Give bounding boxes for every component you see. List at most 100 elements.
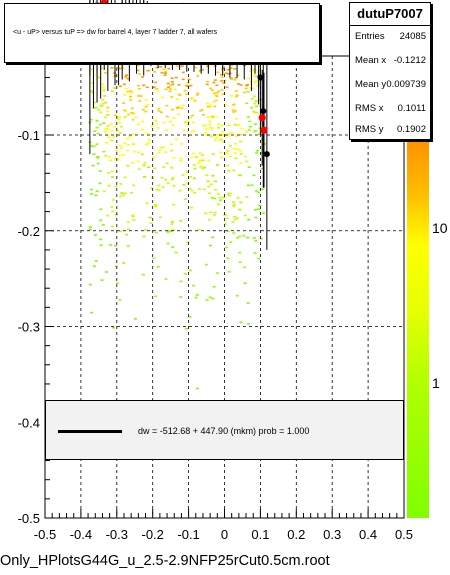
density-cell (88, 228, 92, 231)
density-cell (212, 286, 216, 288)
density-cell (236, 74, 240, 76)
density-cell (116, 158, 120, 161)
density-cell (226, 164, 230, 167)
density-cell (138, 73, 141, 75)
density-cell (160, 146, 164, 149)
density-cell (255, 190, 259, 192)
density-cell (118, 121, 121, 124)
density-cell (261, 212, 265, 214)
density-cell (206, 102, 209, 105)
density-cell (197, 162, 201, 165)
density-cell (208, 104, 212, 107)
density-cell (119, 183, 123, 185)
density-cell (156, 127, 160, 129)
stats-value: 0.1902 (396, 124, 426, 135)
density-cell (126, 228, 130, 230)
density-cell (136, 95, 140, 97)
density-cell (169, 143, 173, 146)
density-cell (129, 95, 132, 98)
density-cell (227, 194, 231, 197)
density-cell (233, 110, 237, 112)
density-cell (245, 102, 249, 104)
density-cell (201, 159, 205, 162)
density-cell (214, 188, 217, 191)
density-cell (211, 116, 215, 119)
density-cell (213, 197, 217, 200)
density-cell (209, 135, 213, 137)
density-cell (158, 149, 161, 151)
density-cell (111, 176, 115, 178)
density-cell (131, 215, 135, 218)
density-cell (175, 65, 179, 67)
x-tick-label: 0 (221, 527, 228, 542)
density-cell (170, 167, 174, 169)
density-cell (162, 146, 166, 149)
y-tick-label: -0.1 (18, 128, 40, 143)
density-cell (231, 109, 235, 111)
density-cell (126, 149, 130, 152)
density-cell (199, 110, 203, 112)
colorbar-labels: 1 10 (432, 220, 448, 391)
stats-value: 0.1011 (397, 103, 426, 114)
density-cell (208, 296, 212, 299)
stats-label: Entries (355, 31, 385, 42)
profile-point-black (260, 108, 267, 115)
density-cell (101, 103, 105, 105)
density-cell (130, 111, 134, 114)
density-cell (225, 217, 229, 220)
density-cell (232, 148, 236, 150)
density-cell (246, 91, 250, 93)
density-cell (246, 77, 250, 80)
density-cell (247, 166, 251, 168)
density-cell (128, 135, 131, 137)
density-cell (141, 109, 145, 111)
density-cell (119, 85, 122, 88)
density-cell (129, 99, 133, 101)
density-cell (122, 194, 126, 196)
stats-name: dutuP7007 (357, 6, 423, 21)
density-cell (247, 323, 251, 325)
density-cell (129, 90, 133, 92)
density-cell (238, 251, 242, 254)
profile-point-red (258, 114, 266, 122)
density-cell (234, 143, 237, 145)
density-cell (201, 154, 204, 156)
density-cell (176, 98, 179, 100)
density-cell (185, 171, 189, 173)
density-cell (99, 111, 103, 113)
density-cell (231, 221, 235, 223)
density-cell (254, 216, 258, 219)
density-cell (183, 198, 187, 200)
density-cell (245, 131, 248, 133)
density-cell (214, 115, 218, 118)
density-cell (165, 104, 169, 107)
density-cell (227, 124, 231, 127)
density-cell (225, 86, 229, 88)
file-name-caption: Only_HPlotsG44G_u_2.5-2.9NFP25rCut0.5cm.… (0, 553, 330, 569)
density-cell (96, 132, 100, 135)
density-cell (104, 271, 108, 273)
density-cell (150, 187, 154, 190)
density-cell (191, 98, 195, 100)
density-cell (191, 62, 195, 65)
density-cell (93, 130, 97, 132)
density-cell (102, 190, 106, 193)
density-cell (228, 133, 232, 135)
density-cell (170, 77, 174, 79)
density-cell (169, 84, 173, 87)
density-cell (136, 84, 140, 87)
density-cell (117, 118, 121, 121)
x-tick-label: 0.5 (395, 527, 413, 542)
density-cell (92, 153, 96, 155)
density-cell (102, 89, 106, 91)
density-cell (227, 135, 231, 137)
density-cell (197, 188, 201, 190)
density-cell (95, 143, 99, 145)
density-cell (109, 244, 112, 246)
x-tick-label: -0.1 (177, 527, 199, 542)
density-cell (122, 262, 126, 264)
density-cell (254, 240, 258, 242)
density-cell (177, 84, 181, 86)
density-cell (254, 130, 258, 132)
density-cell (95, 190, 99, 192)
